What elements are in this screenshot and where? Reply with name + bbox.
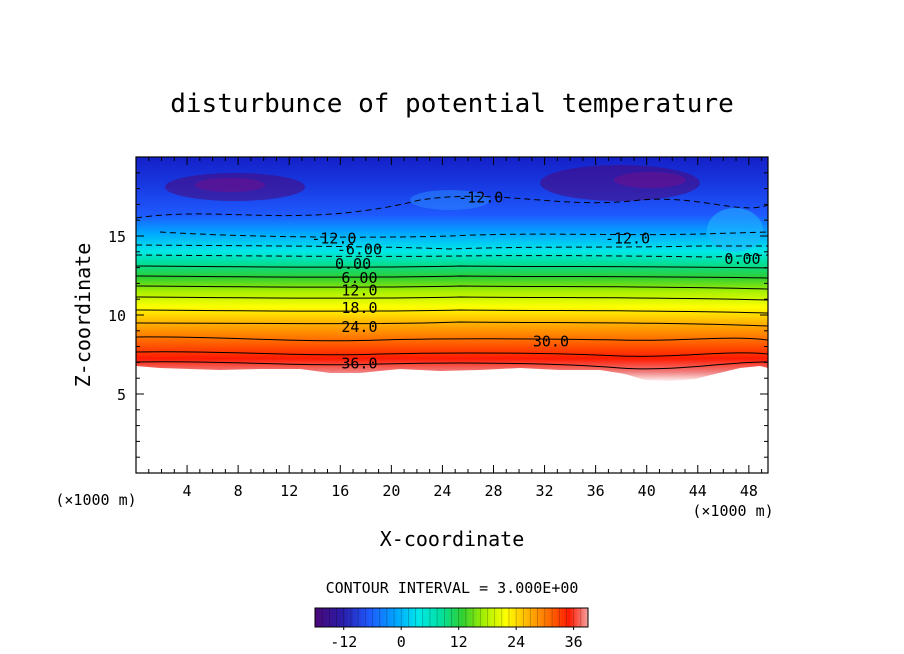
colorbar-tick-label: 12 [450,633,468,651]
contour-line-pos [136,275,768,279]
contour-line-pos [136,285,768,290]
colorbar [314,607,589,628]
y-tick-label: 15 [108,228,126,246]
x-axis: 4 8 12 16 20 24 28 32 36 40 44 48 [148,157,763,500]
y-tick-label: 5 [117,386,126,404]
contour-label: 18.0 [341,299,377,317]
colorbar-ticks: -12 0 12 24 36 [330,627,583,651]
y-tick-label: 10 [108,307,126,325]
x-tick-label: 24 [433,482,451,500]
contour-labels: -12.0-12.0 -12.0-6.000.00 0.006.0012.018.0… [311,189,760,373]
contour-label: 6.00 [341,269,377,287]
x-tick-label: 40 [638,482,656,500]
upper-blob-right-core [614,172,686,188]
x-tick-label: 44 [689,482,707,500]
contour-label: -12.0 [311,230,356,248]
plot-area: -12.0-12.0 -12.0-6.000.00 0.006.0012.018.0… [136,157,768,473]
contour-label: 36.0 [341,354,377,372]
temperature-field [136,157,768,381]
contour-lines [136,195,768,370]
x-tick-label: 20 [382,482,400,500]
contour-label: 12.0 [341,282,377,300]
x-tick-label: 32 [536,482,554,500]
contour-interval-label: CONTOUR INTERVAL = 3.000E+00 [326,579,579,597]
upper-blob-left-core [195,178,265,192]
contour-line-neg [136,244,768,250]
x-tick-label: 28 [484,482,502,500]
contour-label: -12.0 [605,230,650,248]
contour-line-pos [136,361,768,370]
contour-line-pos [136,296,768,301]
x-tick-label: 4 [183,482,192,500]
x-unit-label-right: (×1000 m) [692,502,773,520]
y-axis-title: Z-coordinate [71,243,95,388]
contour-line-pos [136,336,768,342]
contour-label: 0.00 [724,250,760,268]
x-unit-label-left: (×1000 m) [55,491,136,509]
contour-label: 24.0 [341,318,377,336]
x-tick-label: 36 [587,482,605,500]
x-tick-label: 8 [234,482,243,500]
x-tick-label: 48 [740,482,758,500]
contour-line-pos [136,321,768,327]
contour-label: 30.0 [533,332,569,350]
chart-title: disturbunce of potential temperature [170,89,734,119]
x-tick-label: 16 [331,482,349,500]
colorbar-tick-label: 24 [507,633,525,651]
contour-label: -12.0 [458,189,503,207]
x-tick-label: 12 [280,482,298,500]
contour-line-pos [136,351,768,357]
colorbar-tick-label: 0 [397,633,406,651]
colorbar-tick-label: 36 [565,633,583,651]
y-axis: 5 10 15 [108,172,768,458]
x-axis-title: X-coordinate [380,527,525,551]
contour-line-pos [136,265,768,269]
contour-label: 0.00 [335,255,371,273]
upper-cyan-patch [410,190,490,210]
contour-line-pos [136,309,768,314]
contour-line-neg [136,195,768,219]
contour-label: -6.00 [337,241,382,259]
upper-cyan-patch-right [707,208,763,252]
colorbar-tick-label: -12 [330,633,357,651]
contour-line-neg [159,231,768,238]
colorbar-segments [314,608,589,627]
contour-line-zero [136,254,768,258]
